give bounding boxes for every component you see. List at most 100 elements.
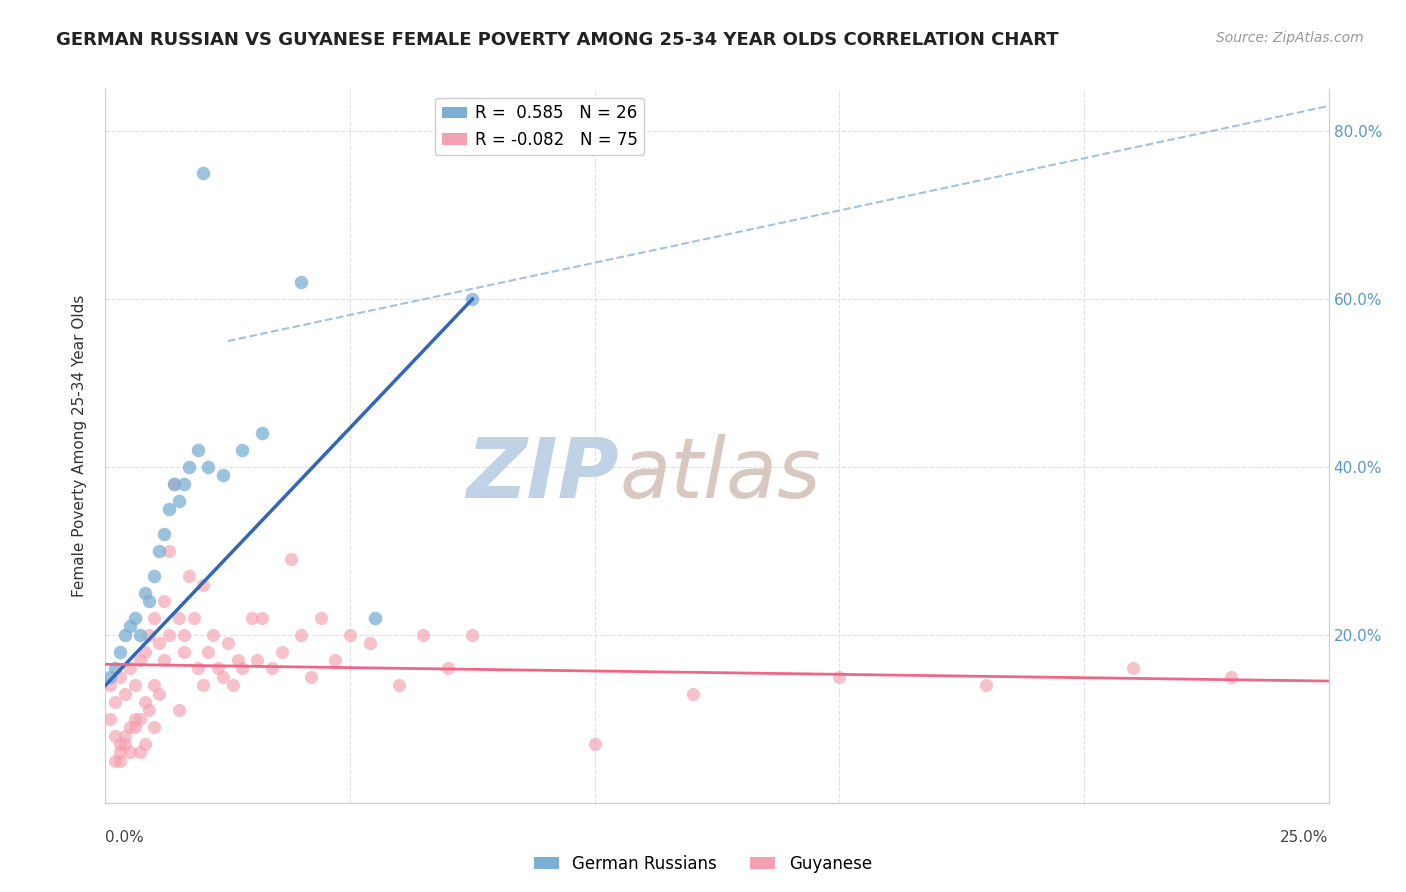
Point [157,544,180,558]
Point [202,628,225,642]
Point [412,628,434,642]
Point [98,670,121,684]
Point [231,661,253,675]
Point [134,586,156,600]
Point [124,611,146,625]
Point [280,552,302,566]
Point [461,292,484,306]
Point [193,166,215,180]
Y-axis label: Female Poverty Among 25-34 Year Olds: Female Poverty Among 25-34 Year Olds [72,295,87,597]
Point [148,687,170,701]
Point [1122,661,1144,675]
Point [118,619,141,633]
Point [290,275,312,289]
Point [104,729,127,743]
Point [153,653,176,667]
Point [167,611,190,625]
Point [461,628,484,642]
Point [157,628,180,642]
Point [98,678,121,692]
Point [108,737,131,751]
Point [134,737,156,751]
Point [143,611,166,625]
Point [134,695,156,709]
Point [118,661,141,675]
Point [363,611,385,625]
Point [682,687,704,701]
Point [114,737,136,751]
Point [124,678,146,692]
Point [124,712,146,726]
Point [108,754,131,768]
Point [108,645,131,659]
Point [437,661,460,675]
Point [114,687,136,701]
Point [250,611,273,625]
Point [104,695,127,709]
Point [143,720,166,734]
Point [153,527,176,541]
Point [128,746,150,760]
Point [153,594,176,608]
Text: Source: ZipAtlas.com: Source: ZipAtlas.com [1216,31,1364,45]
Point [104,661,127,675]
Point [124,720,146,734]
Point [177,460,200,475]
Point [183,611,205,625]
Text: 25.0%: 25.0% [1281,830,1329,845]
Point [212,468,235,483]
Point [270,645,292,659]
Point [250,426,273,441]
Legend: R =  0.585   N = 26, R = -0.082   N = 75: R = 0.585 N = 26, R = -0.082 N = 75 [434,97,644,155]
Point [260,661,283,675]
Point [193,678,215,692]
Point [157,502,180,516]
Point [299,670,322,684]
Point [187,443,209,458]
Point [177,569,200,583]
Point [104,754,127,768]
Point [583,737,606,751]
Point [163,476,186,491]
Point [128,712,150,726]
Text: atlas: atlas [619,434,821,515]
Point [143,678,166,692]
Point [167,493,190,508]
Point [173,645,195,659]
Point [240,611,263,625]
Point [290,628,312,642]
Point [309,611,332,625]
Point [118,746,141,760]
Point [108,746,131,760]
Point [217,636,239,650]
Point [118,720,141,734]
Point [138,703,160,717]
Point [128,628,150,642]
Point [167,703,190,717]
Point [197,645,219,659]
Point [974,678,997,692]
Point [148,544,170,558]
Point [828,670,851,684]
Point [212,670,235,684]
Point [207,661,229,675]
Point [138,594,160,608]
Point [325,653,347,667]
Point [108,670,131,684]
Point [246,653,269,667]
Point [193,577,215,591]
Legend: German Russians, Guyanese: German Russians, Guyanese [527,848,879,880]
Text: ZIP: ZIP [467,434,619,515]
Point [339,628,361,642]
Text: 0.0%: 0.0% [105,830,145,845]
Point [173,628,195,642]
Point [173,476,195,491]
Point [134,645,156,659]
Point [114,729,136,743]
Point [187,661,209,675]
Point [128,653,150,667]
Point [143,569,166,583]
Point [98,712,121,726]
Point [197,460,219,475]
Point [138,628,160,642]
